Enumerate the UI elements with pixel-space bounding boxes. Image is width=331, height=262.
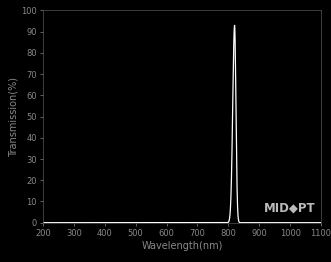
X-axis label: Wavelength(nm): Wavelength(nm) bbox=[141, 241, 223, 251]
Y-axis label: Transmission(%): Transmission(%) bbox=[8, 77, 18, 157]
Text: MID◆PT: MID◆PT bbox=[264, 201, 315, 214]
